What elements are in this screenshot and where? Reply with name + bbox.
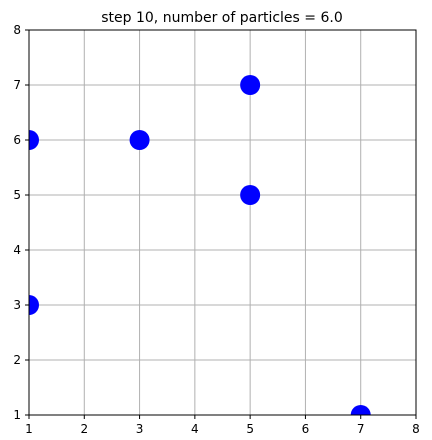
x-tick-label-7: 8 <box>412 422 420 436</box>
y-axis-ticks: 1 2 3 4 5 6 7 8 <box>13 23 29 422</box>
y-tick-label-2: 3 <box>13 298 21 312</box>
grid-lines <box>28 29 417 416</box>
y-tick-label-1: 2 <box>13 353 21 367</box>
particle-point-2 <box>240 75 261 95</box>
particle-point-1 <box>129 130 150 150</box>
axes-frame <box>28 29 417 416</box>
chart-title: step 10, number of particles = 6.0 <box>101 10 342 26</box>
x-tick-label-0: 1 <box>25 422 33 436</box>
particle-point-5 <box>350 405 371 415</box>
y-tick-label-5: 6 <box>13 133 21 147</box>
x-tick-label-2: 3 <box>136 422 144 436</box>
y-tick-label-6: 7 <box>13 78 21 92</box>
x-tick-label-5: 6 <box>302 422 310 436</box>
particle-point-0 <box>29 130 39 150</box>
particle-point-3 <box>240 185 261 205</box>
y-tick-label-7: 8 <box>13 23 21 37</box>
scatter-points <box>29 75 371 415</box>
x-tick-label-3: 4 <box>191 422 199 436</box>
x-tick-label-6: 7 <box>357 422 365 436</box>
y-tick-label-3: 4 <box>13 243 21 257</box>
x-tick-label-1: 2 <box>80 422 88 436</box>
particle-point-4 <box>29 295 39 315</box>
y-tick-label-4: 5 <box>13 188 21 202</box>
x-tick-label-4: 5 <box>246 422 254 436</box>
x-axis-ticks: 1 2 3 4 5 6 7 8 <box>25 415 420 436</box>
y-tick-label-0: 1 <box>13 408 21 422</box>
